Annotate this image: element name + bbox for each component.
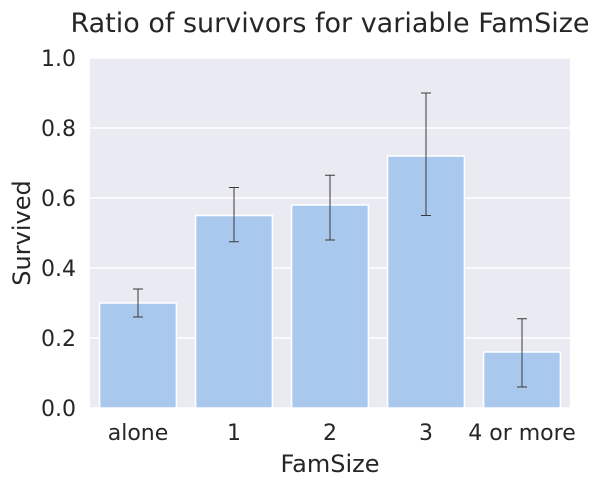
y-axis-label: Survived xyxy=(8,180,36,285)
x-tick-label: 4 or more xyxy=(468,421,575,446)
error-bar xyxy=(517,318,527,388)
y-tick-label: 0.4 xyxy=(41,257,76,282)
x-tick-label: 2 xyxy=(323,421,337,446)
x-tick-label: 3 xyxy=(419,421,433,446)
y-tick-label: 0.6 xyxy=(41,187,76,212)
bar xyxy=(194,214,274,409)
bar xyxy=(98,302,178,409)
y-tick-label: 1.0 xyxy=(41,47,76,72)
error-bar xyxy=(325,174,335,241)
chart-title: Ratio of survivors for variable FamSize xyxy=(70,8,589,39)
error-bar xyxy=(229,187,239,243)
x-tick-label: alone xyxy=(108,421,169,446)
y-tick-labels: 0.0 0.2 0.4 0.6 0.8 1.0 xyxy=(41,47,76,422)
error-bar xyxy=(133,288,143,318)
y-tick-label: 0.0 xyxy=(41,397,76,422)
error-bar xyxy=(421,92,431,216)
x-tick-label: 1 xyxy=(227,421,241,446)
error-bars xyxy=(133,92,527,388)
x-tick-labels: alone 1 2 3 4 or more xyxy=(108,421,576,446)
x-axis-label: FamSize xyxy=(281,450,380,478)
y-tick-label: 0.8 xyxy=(41,117,76,142)
y-tick-label: 0.2 xyxy=(41,327,76,352)
